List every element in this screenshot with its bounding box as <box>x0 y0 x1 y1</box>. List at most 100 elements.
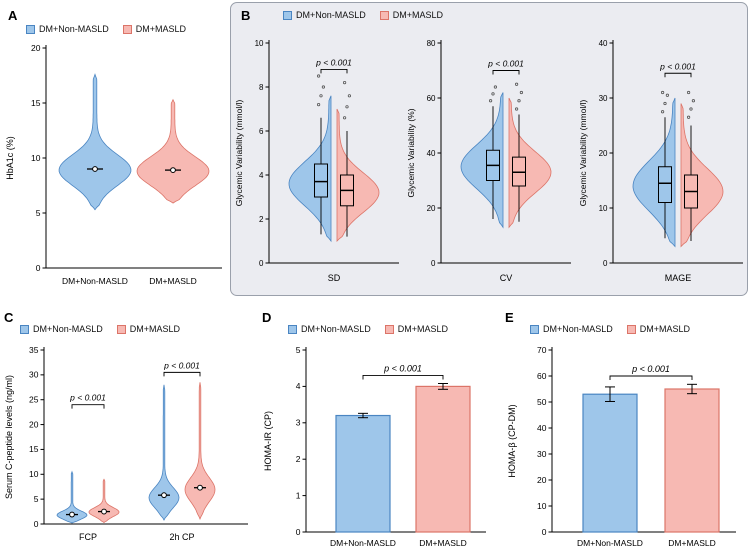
panel-a-legend: DM+Non-MASLD DM+MASLD <box>26 24 186 34</box>
panel-a-label: A <box>8 8 18 23</box>
legend-label-masld: DM+MASLD <box>135 24 187 34</box>
svg-text:20: 20 <box>427 204 436 213</box>
panel-b-sd-chart: 0 2 4 6 8 10 Glycemic Variability (mmol/l) p < … <box>234 39 399 283</box>
svg-text:p < 0.001: p < 0.001 <box>69 393 106 403</box>
svg-text:DM+MASLD: DM+MASLD <box>149 276 196 286</box>
panel-b-legend: DM+Non-MASLD DM+MASLD <box>283 10 443 20</box>
svg-text:DM+MASLD: DM+MASLD <box>668 538 715 548</box>
svg-text:Glycemic Variability (mmol/l): Glycemic Variability (mmol/l) <box>578 100 588 207</box>
svg-text:4: 4 <box>259 171 264 180</box>
legend-item-masld: DM+MASLD <box>379 10 444 20</box>
panel-b-mage-chart: 0 10 20 30 40 Glycemic Variability (mmol/l) p … <box>578 39 743 283</box>
legend-item-masld: DM+MASLD <box>122 24 187 34</box>
svg-text:p < 0.001: p < 0.001 <box>383 363 422 373</box>
panel-e-label: E <box>505 310 514 325</box>
svg-text:40: 40 <box>537 423 547 433</box>
panel-a-chart: 0 5 10 15 20 HbA1c (%) DM+Non-MASLD DM+MASLD <box>5 43 222 286</box>
panel-c: C DM+Non-MASLD DM+MASLD 0 5 10 15 20 25 30 35 Se… <box>0 302 254 556</box>
legend-label-masld: DM+MASLD <box>392 10 444 20</box>
svg-text:Glycemic Variability (%): Glycemic Variability (%) <box>406 108 416 197</box>
svg-text:0: 0 <box>259 259 264 268</box>
panel-e-legend: DM+Non-MASLD DM+MASLD <box>530 324 690 334</box>
svg-text:6: 6 <box>259 127 264 136</box>
svg-text:2: 2 <box>259 215 264 224</box>
panel-d-chart: 0 1 2 3 4 5 HOMA-IR (CP) p < 0.001 DM+Non-MASLD D… <box>263 345 486 548</box>
svg-text:0: 0 <box>542 527 547 537</box>
legend-label-non-masld: DM+Non-MASLD <box>39 24 109 34</box>
svg-text:3: 3 <box>296 418 301 428</box>
legend-item-masld: DM+MASLD <box>384 324 449 334</box>
svg-text:HbA1c (%): HbA1c (%) <box>5 136 15 180</box>
svg-text:10: 10 <box>255 39 264 48</box>
svg-text:DM+Non-MASLD: DM+Non-MASLD <box>330 538 396 548</box>
svg-text:8: 8 <box>259 83 264 92</box>
svg-text:80: 80 <box>427 39 436 48</box>
svg-text:5: 5 <box>34 494 39 504</box>
svg-text:0: 0 <box>34 519 39 529</box>
svg-text:CV: CV <box>500 273 513 283</box>
svg-text:DM+Non-MASLD: DM+Non-MASLD <box>62 276 128 286</box>
svg-text:0: 0 <box>603 259 608 268</box>
legend-item-masld: DM+MASLD <box>626 324 691 334</box>
legend-swatch-masld-icon <box>626 324 636 334</box>
panel-b-cv-chart: 0 20 40 60 80 Glycemic Variability (%) p < 0.0… <box>406 39 571 283</box>
svg-text:40: 40 <box>599 39 608 48</box>
svg-text:70: 70 <box>537 345 547 355</box>
panel-e-chart: 0 10 20 30 40 50 60 70 HOMA-β (CP-DM) p < 0.001 DM… <box>507 345 736 548</box>
panel-b: B DM+Non-MASLD DM+MASLD 0 2 4 6 8 10 Glycemic … <box>230 2 748 296</box>
legend-item-non-masld: DM+Non-MASLD <box>288 324 371 334</box>
svg-text:0: 0 <box>296 527 301 537</box>
svg-text:p < 0.001: p < 0.001 <box>631 364 670 374</box>
svg-text:2: 2 <box>296 454 301 464</box>
svg-text:20: 20 <box>599 149 608 158</box>
svg-text:0: 0 <box>431 259 436 268</box>
svg-text:60: 60 <box>427 94 436 103</box>
panel-d: D DM+Non-MASLD DM+MASLD 0 1 2 3 4 5 HOMA-IR (C… <box>258 302 498 556</box>
svg-text:10: 10 <box>29 469 39 479</box>
svg-text:10: 10 <box>537 501 547 511</box>
svg-text:5: 5 <box>296 345 301 355</box>
panel-c-label: C <box>4 310 14 325</box>
svg-text:p < 0.001: p < 0.001 <box>315 57 352 67</box>
legend-swatch-non-masld-icon <box>26 24 35 34</box>
legend-swatch-non-masld-icon <box>283 10 292 20</box>
svg-text:HOMA-β (CP-DM): HOMA-β (CP-DM) <box>507 404 517 477</box>
svg-text:DM+MASLD: DM+MASLD <box>419 538 466 548</box>
legend-swatch-non-masld-icon <box>20 324 29 334</box>
panel-d-legend: DM+Non-MASLD DM+MASLD <box>288 324 448 334</box>
legend-label-masld: DM+MASLD <box>397 324 449 334</box>
svg-text:30: 30 <box>29 370 39 380</box>
svg-text:1: 1 <box>296 490 301 500</box>
svg-text:50: 50 <box>537 397 547 407</box>
svg-text:SD: SD <box>328 273 341 283</box>
panel-e: E DM+Non-MASLD DM+MASLD 0 10 20 30 40 50 60 70 H… <box>502 302 748 556</box>
svg-text:20: 20 <box>29 419 39 429</box>
svg-text:30: 30 <box>537 449 547 459</box>
legend-swatch-non-masld-icon <box>288 324 297 334</box>
legend-item-non-masld: DM+Non-MASLD <box>283 10 366 20</box>
svg-text:15: 15 <box>29 444 39 454</box>
svg-text:10: 10 <box>599 204 608 213</box>
svg-text:15: 15 <box>31 98 41 108</box>
panel-b-label: B <box>241 8 251 23</box>
legend-label-non-masld: DM+Non-MASLD <box>296 10 366 20</box>
legend-swatch-masld-icon <box>384 324 394 334</box>
svg-text:35: 35 <box>29 345 39 355</box>
svg-text:25: 25 <box>29 395 39 405</box>
svg-text:40: 40 <box>427 149 436 158</box>
svg-text:p < 0.001: p < 0.001 <box>659 61 696 71</box>
svg-text:60: 60 <box>537 371 547 381</box>
svg-text:4: 4 <box>296 381 301 391</box>
svg-text:DM+Non-MASLD: DM+Non-MASLD <box>577 538 643 548</box>
panel-d-label: D <box>262 310 272 325</box>
svg-text:2h CP: 2h CP <box>169 532 194 542</box>
svg-text:MAGE: MAGE <box>665 273 692 283</box>
svg-text:5: 5 <box>36 208 41 218</box>
legend-swatch-masld-icon <box>379 10 389 20</box>
svg-text:p < 0.001: p < 0.001 <box>163 360 200 370</box>
panel-c-legend: DM+Non-MASLD DM+MASLD <box>20 324 180 334</box>
panel-a: A DM+Non-MASLD DM+MASLD 0 5 10 15 20 HbA1c (%… <box>0 2 228 300</box>
svg-text:20: 20 <box>537 475 547 485</box>
legend-label-masld: DM+MASLD <box>639 324 691 334</box>
